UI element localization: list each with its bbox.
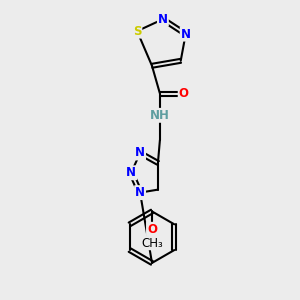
Text: O: O (179, 87, 189, 100)
Text: N: N (158, 13, 168, 26)
Text: N: N (135, 186, 145, 199)
Text: N: N (135, 146, 145, 160)
Text: S: S (133, 25, 141, 38)
Text: CH₃: CH₃ (141, 237, 163, 250)
Text: O: O (147, 223, 157, 236)
Text: N: N (126, 166, 136, 179)
Text: N: N (181, 28, 191, 40)
Text: NH: NH (150, 109, 170, 122)
